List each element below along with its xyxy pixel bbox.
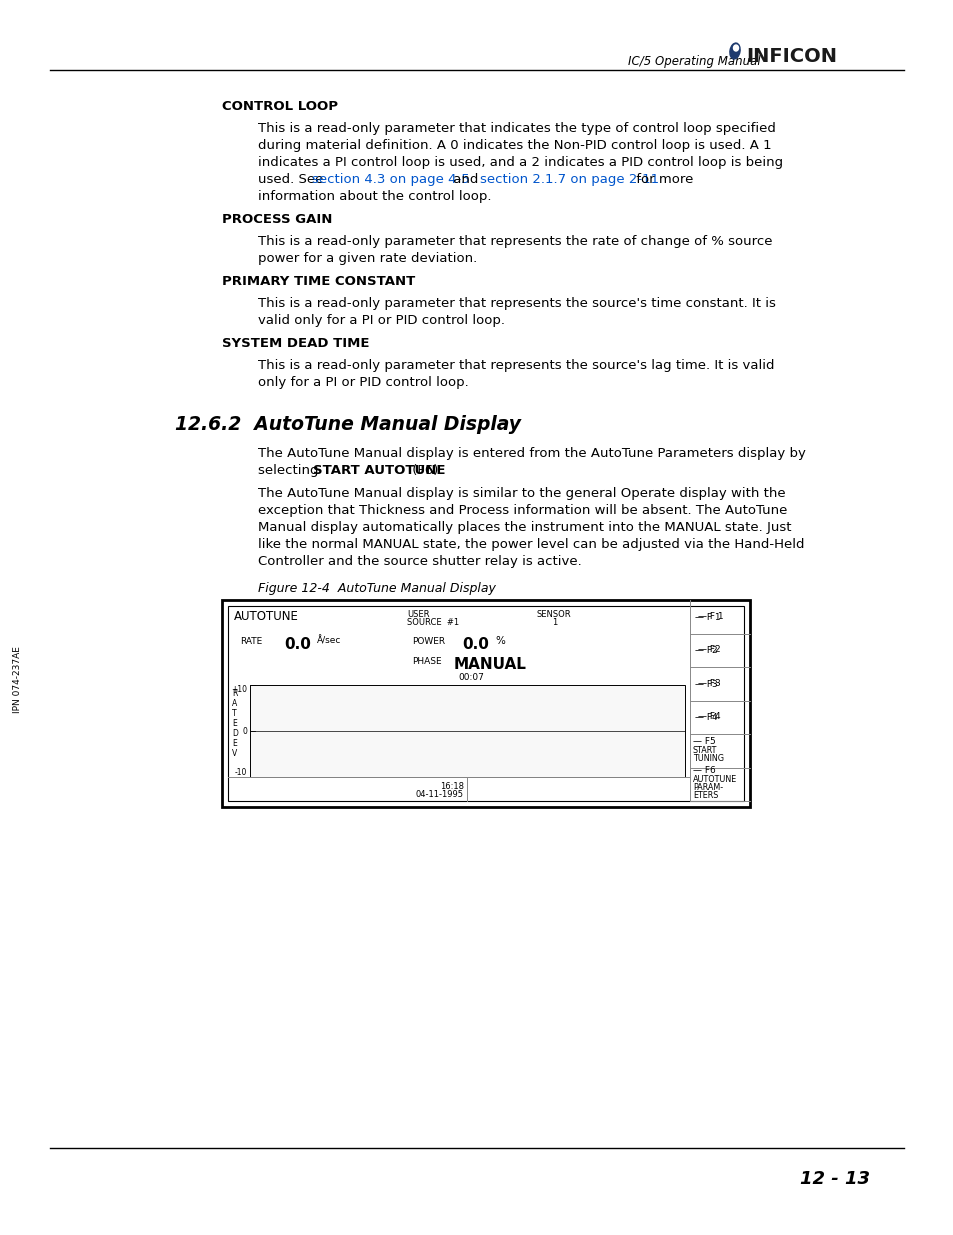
Text: INFICON: INFICON	[745, 47, 836, 65]
Bar	[228, 606, 743, 802]
Text: V: V	[232, 748, 237, 758]
Text: valid only for a PI or PID control loop.: valid only for a PI or PID control loop.	[257, 314, 504, 327]
Text: SYSTEM DEAD TIME: SYSTEM DEAD TIME	[222, 337, 369, 350]
Text: section 2.1.7 on page 2-11: section 2.1.7 on page 2-11	[479, 173, 659, 186]
Ellipse shape	[733, 44, 738, 51]
Text: 1: 1	[552, 618, 557, 627]
Text: used. See: used. See	[257, 173, 327, 186]
Text: — F5: — F5	[692, 737, 715, 746]
Text: SOURCE  #1: SOURCE #1	[407, 618, 458, 627]
Text: Å/sec: Å/sec	[316, 636, 341, 646]
Text: A: A	[232, 699, 237, 708]
Text: PROCESS GAIN: PROCESS GAIN	[222, 212, 332, 226]
Text: This is a read-only parameter that represents the source's lag time. It is valid: This is a read-only parameter that repre…	[257, 359, 774, 372]
Text: This is a read-only parameter that represents the rate of change of % source: This is a read-only parameter that repre…	[257, 235, 772, 248]
Ellipse shape	[729, 43, 740, 59]
Text: This is a read-only parameter that represents the source's time constant. It is: This is a read-only parameter that repre…	[257, 296, 775, 310]
Text: during material definition. A 0 indicates the Non-PID control loop is used. A 1: during material definition. A 0 indicate…	[257, 140, 771, 152]
Text: 0.0: 0.0	[284, 637, 311, 652]
Text: SENSOR: SENSOR	[537, 610, 571, 619]
Bar	[250, 685, 684, 777]
Text: — F 1: — F 1	[698, 611, 723, 621]
Text: E: E	[232, 739, 236, 748]
Text: — F3: — F3	[698, 679, 720, 688]
Text: D: D	[232, 729, 237, 739]
Text: indicates a PI control loop is used, and a 2 indicates a PID control loop is bei: indicates a PI control loop is used, and…	[257, 156, 782, 169]
Text: AUTOTUNE: AUTOTUNE	[692, 776, 737, 784]
Text: +10: +10	[231, 685, 247, 694]
Text: PARAM-: PARAM-	[692, 783, 722, 792]
Text: — F4: — F4	[695, 714, 717, 722]
Text: for more: for more	[631, 173, 693, 186]
Text: -10: -10	[234, 768, 247, 777]
Text: — F2: — F2	[698, 645, 720, 655]
Text: CONTROL LOOP: CONTROL LOOP	[222, 100, 337, 112]
Text: PRIMARY TIME CONSTANT: PRIMARY TIME CONSTANT	[222, 275, 415, 288]
Text: 04-11-1995: 04-11-1995	[416, 790, 463, 799]
Text: RATE: RATE	[240, 637, 262, 646]
Text: 0: 0	[242, 726, 247, 736]
Text: 16:18: 16:18	[439, 782, 463, 790]
Text: The AutoTune Manual display is similar to the general Operate display with the: The AutoTune Manual display is similar t…	[257, 487, 785, 500]
Text: POWER: POWER	[412, 637, 445, 646]
Text: Manual display automatically places the instrument into the MANUAL state. Just: Manual display automatically places the …	[257, 521, 791, 534]
Text: — F2: — F2	[695, 646, 717, 656]
Text: exception that Thickness and Process information will be absent. The AutoTune: exception that Thickness and Process inf…	[257, 504, 786, 517]
Text: — F3: — F3	[695, 679, 717, 689]
Bar	[222, 600, 749, 806]
Text: TUNING: TUNING	[692, 753, 723, 763]
Text: only for a PI or PID control loop.: only for a PI or PID control loop.	[257, 375, 468, 389]
Text: PHASE: PHASE	[412, 657, 441, 666]
Text: 00:07: 00:07	[457, 673, 483, 682]
Text: like the normal MANUAL state, the power level can be adjusted via the Hand-Held: like the normal MANUAL state, the power …	[257, 538, 803, 551]
Text: %: %	[495, 636, 504, 646]
Text: — F6: — F6	[692, 766, 715, 776]
Text: E: E	[232, 719, 236, 727]
Text: IC/5 Operating Manual: IC/5 Operating Manual	[627, 56, 760, 68]
Text: START AUTOTUNE: START AUTOTUNE	[313, 464, 445, 477]
Text: 0.0: 0.0	[461, 637, 488, 652]
Text: information about the control loop.: information about the control loop.	[257, 190, 491, 203]
Text: USER: USER	[407, 610, 429, 619]
Text: 12.6.2  AutoTune Manual Display: 12.6.2 AutoTune Manual Display	[174, 415, 520, 433]
Text: R: R	[232, 689, 237, 698]
Text: MANUAL: MANUAL	[454, 657, 526, 672]
Text: AUTOTUNE: AUTOTUNE	[233, 610, 298, 622]
Text: selecting: selecting	[257, 464, 322, 477]
Text: START: START	[692, 746, 717, 755]
Text: Figure 12-4  AutoTune Manual Display: Figure 12-4 AutoTune Manual Display	[257, 582, 496, 595]
Text: ETERS: ETERS	[692, 792, 718, 800]
Text: Controller and the source shutter relay is active.: Controller and the source shutter relay …	[257, 555, 581, 568]
Text: (F6).: (F6).	[408, 464, 442, 477]
Text: section 4.3 on page 4-5: section 4.3 on page 4-5	[312, 173, 469, 186]
Text: IPN 074-237AE: IPN 074-237AE	[13, 647, 23, 714]
Text: T: T	[232, 709, 236, 718]
Text: — F 1: — F 1	[695, 613, 720, 621]
Text: power for a given rate deviation.: power for a given rate deviation.	[257, 252, 476, 266]
Text: and: and	[449, 173, 482, 186]
Text: This is a read-only parameter that indicates the type of control loop specified: This is a read-only parameter that indic…	[257, 122, 775, 135]
Text: — F4: — F4	[698, 713, 720, 721]
Text: The AutoTune Manual display is entered from the AutoTune Parameters display by: The AutoTune Manual display is entered f…	[257, 447, 805, 459]
Text: 12 - 13: 12 - 13	[800, 1170, 869, 1188]
